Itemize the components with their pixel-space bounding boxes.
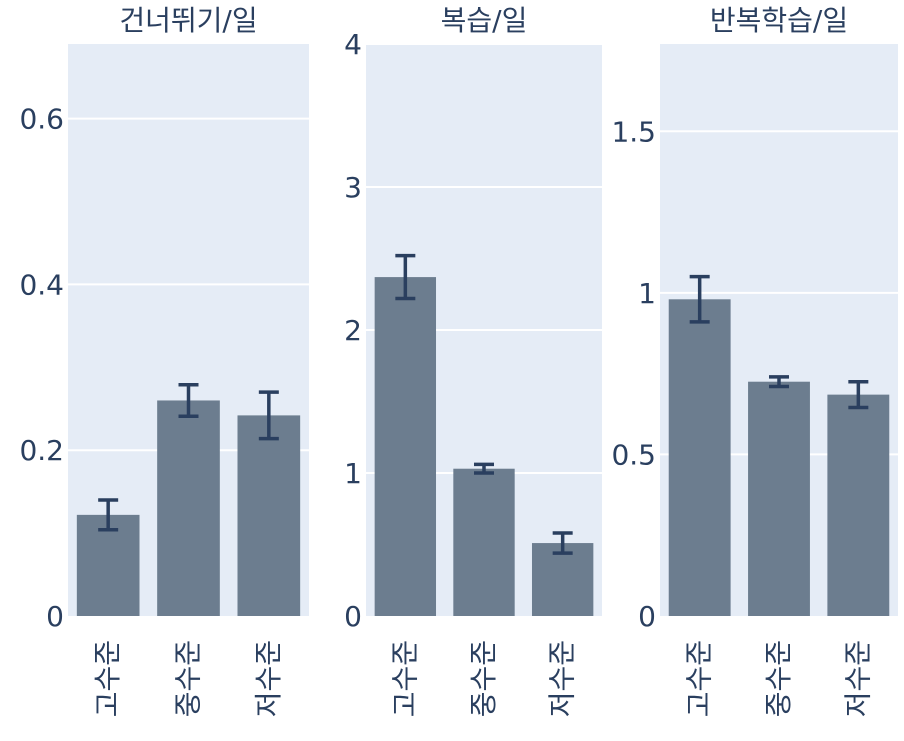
bar (531, 543, 594, 616)
error-bar (98, 498, 119, 532)
y-tick-label: 0.4 (19, 268, 64, 301)
y-tick-label: 4 (344, 28, 362, 61)
y-tick-label: 1.5 (611, 115, 656, 148)
chart-title: 복습/일 (441, 4, 528, 37)
bar (374, 277, 437, 616)
error-bar (689, 274, 710, 324)
bar (827, 394, 890, 616)
y-tick-label: 0.2 (19, 434, 64, 467)
y-tick-label: 3 (344, 171, 362, 204)
bar (453, 468, 515, 616)
error-bar (848, 379, 869, 410)
bar (668, 299, 731, 616)
error-bar (395, 253, 416, 301)
y-tick-label: 0.6 (19, 103, 64, 136)
error-bar (178, 382, 199, 418)
y-tick-label: 1 (638, 277, 656, 310)
x-tick-label: 중수준 (467, 640, 500, 717)
bar (157, 400, 220, 616)
chart-title: 건너뛰기/일 (119, 4, 257, 37)
x-tick-label: 저수준 (841, 640, 874, 717)
chart-title: 반복학습/일 (710, 4, 848, 37)
bar (237, 415, 301, 616)
y-tick-label: 0 (344, 600, 362, 633)
error-bar (474, 462, 494, 475)
y-tick-label: 0.5 (611, 438, 656, 471)
x-tick-label: 고수준 (388, 640, 421, 717)
x-tick-label: 고수준 (683, 640, 716, 717)
y-tick-label: 1 (344, 457, 362, 490)
y-tick-label: 0 (638, 600, 656, 633)
x-tick-label: 중수준 (762, 640, 795, 717)
x-tick-label: 저수준 (546, 640, 579, 717)
x-tick-label: 저수준 (252, 640, 285, 717)
y-tick-label: 2 (344, 314, 362, 347)
error-bar (258, 390, 279, 441)
x-tick-label: 고수준 (91, 640, 124, 717)
bar (748, 381, 810, 616)
y-tick-label: 0 (46, 600, 64, 633)
error-bar (769, 375, 789, 389)
x-tick-label: 중수준 (172, 640, 205, 717)
error-bar (552, 531, 573, 555)
bar (76, 514, 140, 616)
